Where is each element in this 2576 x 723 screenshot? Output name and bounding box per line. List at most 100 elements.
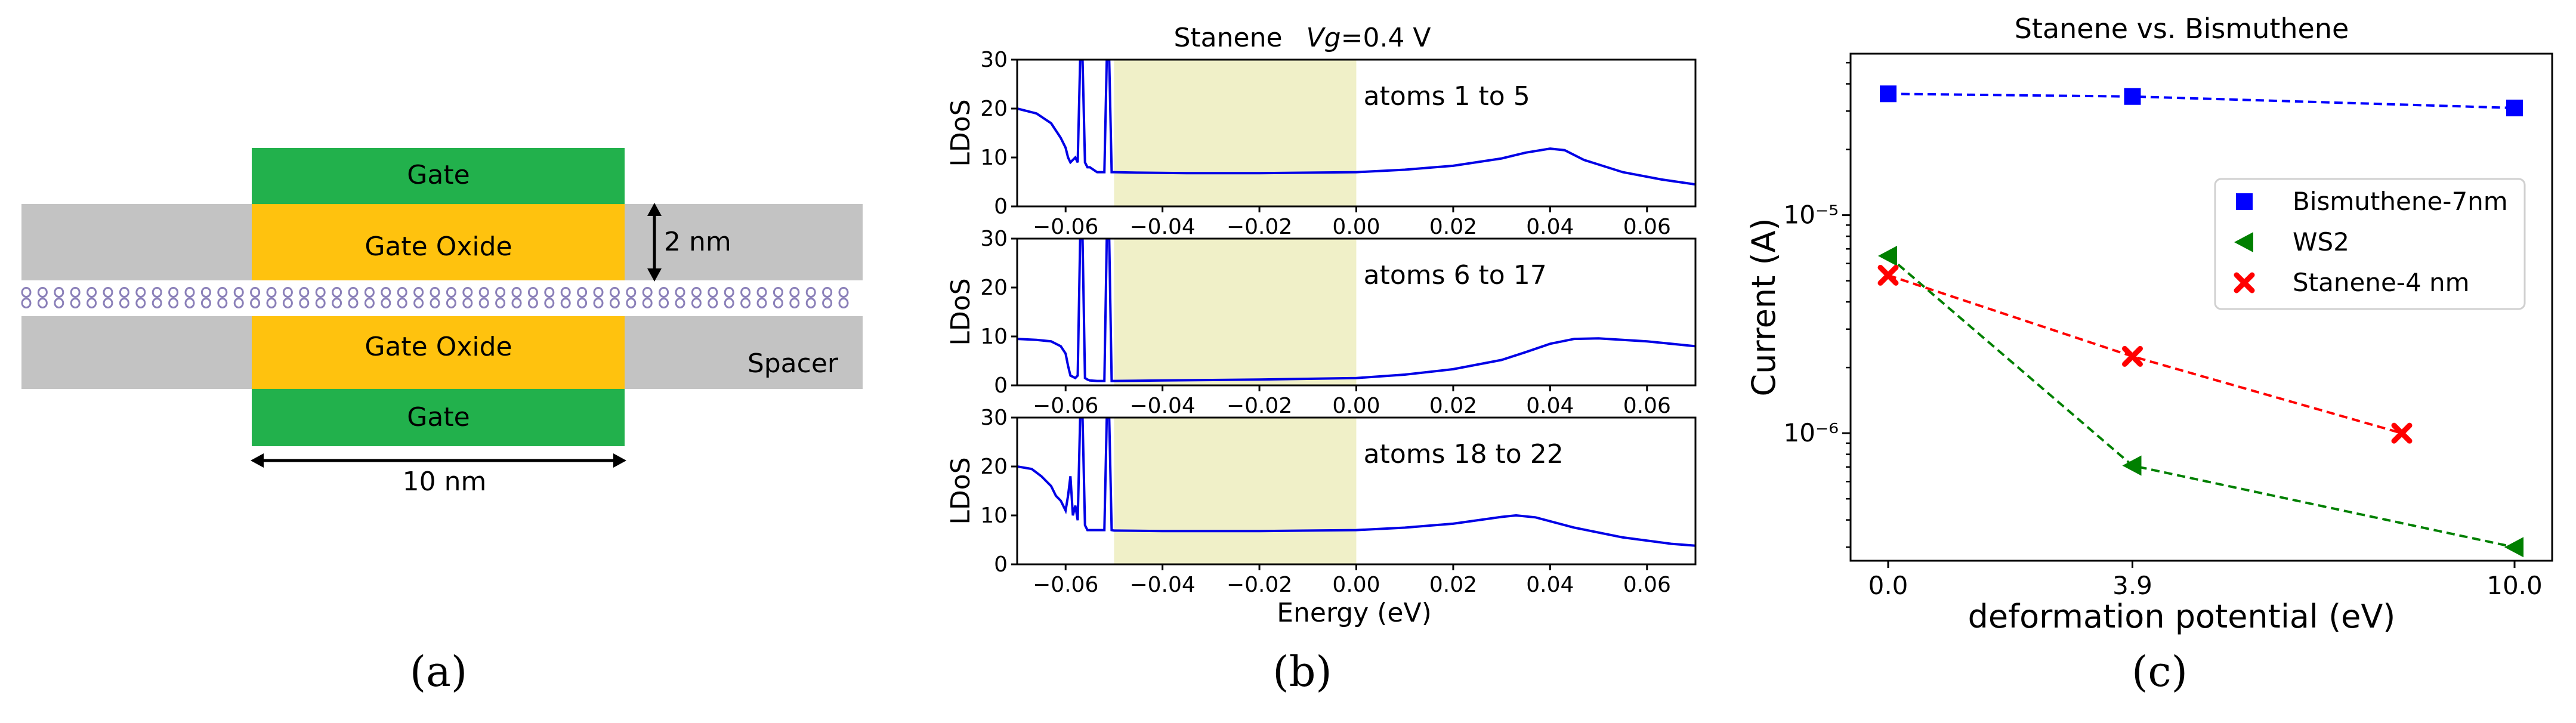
ldos-line bbox=[1017, 239, 1695, 382]
y-tick-label: 10 bbox=[980, 146, 1008, 170]
y-tick-label: 30 bbox=[980, 227, 1008, 251]
y-tick-label: 0 bbox=[994, 373, 1008, 398]
legend-marker-bismuthene bbox=[2236, 193, 2253, 210]
legend-box bbox=[2214, 178, 2526, 310]
atom-bottom bbox=[413, 298, 424, 308]
x-tick-label: −0.04 bbox=[1129, 215, 1195, 239]
ldos-title-value: =0.4 V bbox=[1341, 23, 1431, 53]
atom-top bbox=[740, 287, 751, 298]
atom-top bbox=[413, 287, 424, 298]
legend-marker bbox=[2234, 272, 2255, 293]
atom-bottom bbox=[838, 298, 849, 308]
y-tick-label: 30 bbox=[980, 48, 1008, 72]
atom-top bbox=[609, 287, 620, 298]
y-tick-label: 0 bbox=[994, 552, 1008, 577]
atom-top bbox=[103, 287, 113, 298]
x-tick-label: 0.02 bbox=[1429, 573, 1477, 597]
atom-bottom bbox=[789, 298, 800, 308]
x-tick-label: 0.04 bbox=[1526, 215, 1574, 239]
atom-top bbox=[773, 287, 783, 298]
current-title: Stanene vs. Bismuthene bbox=[2015, 13, 2349, 45]
atoms-annotation: atoms 6 to 17 bbox=[1364, 260, 1547, 291]
atom-top bbox=[381, 287, 391, 298]
atom-bottom bbox=[577, 298, 588, 308]
atom-bottom bbox=[217, 298, 228, 308]
atom-bottom bbox=[626, 298, 637, 308]
x-tick-label: 0.00 bbox=[1332, 394, 1380, 418]
data-point bbox=[2504, 537, 2524, 558]
atom-bottom bbox=[478, 298, 489, 308]
atom-top bbox=[348, 287, 359, 298]
atom-bottom bbox=[773, 298, 783, 308]
ldos-subplots: 0 10 20 30 −0.06 −0.04 −0.02 0.00 0.02 0.04 0.06 LD… bbox=[946, 48, 1697, 597]
ldos-line bbox=[1017, 60, 1695, 186]
atom-top bbox=[511, 287, 522, 298]
atom-bottom bbox=[282, 298, 293, 308]
atoms-annotation: atoms 1 to 5 bbox=[1364, 81, 1530, 112]
atom-top bbox=[184, 287, 195, 298]
atom-bottom bbox=[756, 298, 767, 308]
x-tick-label: −0.06 bbox=[1033, 215, 1098, 239]
series-bismuthene-7nm bbox=[1880, 85, 2523, 117]
x-tick-label: 0.04 bbox=[1526, 573, 1574, 597]
series-line bbox=[1888, 92, 2515, 109]
atom-bottom bbox=[691, 298, 702, 308]
panel-label-b: (b) bbox=[1272, 647, 1332, 696]
atom-bottom bbox=[462, 298, 473, 308]
data-point bbox=[2122, 345, 2143, 367]
shaded-gap-region bbox=[1114, 60, 1357, 206]
atom-bottom bbox=[805, 298, 816, 308]
atom-bottom bbox=[740, 298, 751, 308]
atom-bottom bbox=[609, 298, 620, 308]
gate-bottom bbox=[252, 389, 625, 446]
atoms-annotation: atoms 18 to 22 bbox=[1364, 439, 1564, 469]
atom-top bbox=[152, 287, 162, 298]
atom-top bbox=[691, 287, 702, 298]
series-stanene-4-nm bbox=[1877, 264, 2413, 444]
legend-marker bbox=[2236, 193, 2253, 210]
x-tick-label: 0.06 bbox=[1623, 215, 1671, 239]
atom-bottom bbox=[299, 298, 310, 308]
gate-top bbox=[252, 148, 625, 204]
x-tick-label: 0.06 bbox=[1623, 573, 1671, 597]
atom-bottom bbox=[446, 298, 456, 308]
atom-top bbox=[446, 287, 456, 298]
atom-bottom bbox=[37, 298, 48, 308]
atom-bottom bbox=[708, 298, 718, 308]
atom-bottom bbox=[315, 298, 326, 308]
atom-bottom bbox=[430, 298, 440, 308]
atom-top bbox=[659, 287, 669, 298]
atom-bottom bbox=[495, 298, 506, 308]
y-tick-label: 10 bbox=[980, 503, 1008, 528]
atom-bottom bbox=[332, 298, 342, 308]
atom-bottom bbox=[250, 298, 261, 308]
x-tick-label: −0.02 bbox=[1227, 573, 1292, 597]
atom-bottom bbox=[184, 298, 195, 308]
ldos-subplot-3: 0 10 20 30 −0.06 −0.04 −0.02 0.00 0.02 0.04 0.06 LD… bbox=[946, 406, 1697, 597]
atom-bottom bbox=[544, 298, 555, 308]
atom-top bbox=[332, 287, 342, 298]
x-tick-label: 0.06 bbox=[1623, 394, 1671, 418]
ldos-y-axis-label: LDoS bbox=[946, 457, 976, 524]
x-tick-label: −0.02 bbox=[1227, 215, 1292, 239]
series-ws2 bbox=[1878, 246, 2524, 558]
atom-top bbox=[560, 287, 571, 298]
x-tick-label: 0.02 bbox=[1429, 394, 1477, 418]
legend-label-bismuthene: Bismuthene-7nm bbox=[2293, 187, 2508, 216]
ldos-panel: Stanene Vg=0.4 V 0 10 20 30 −0.06 −0.04 −0.02 0.… bbox=[946, 23, 1697, 696]
x-tick-label: −0.04 bbox=[1129, 573, 1195, 597]
atom-bottom bbox=[593, 298, 604, 308]
current-x-axis-label: deformation potential (eV) bbox=[1968, 598, 2396, 635]
atom-top bbox=[37, 287, 48, 298]
atom-bottom bbox=[642, 298, 653, 308]
spacer-label: Spacer bbox=[748, 348, 839, 379]
atom-top bbox=[708, 287, 718, 298]
shaded-gap-region bbox=[1114, 239, 1357, 385]
atom-bottom bbox=[822, 298, 833, 308]
atom-top bbox=[233, 287, 244, 298]
y-tick-label: 10 bbox=[980, 325, 1008, 349]
legend: Bismuthene-7nm WS2 Stanene-4 nm bbox=[2214, 178, 2526, 310]
atom-top bbox=[478, 287, 489, 298]
atom-top bbox=[430, 287, 440, 298]
